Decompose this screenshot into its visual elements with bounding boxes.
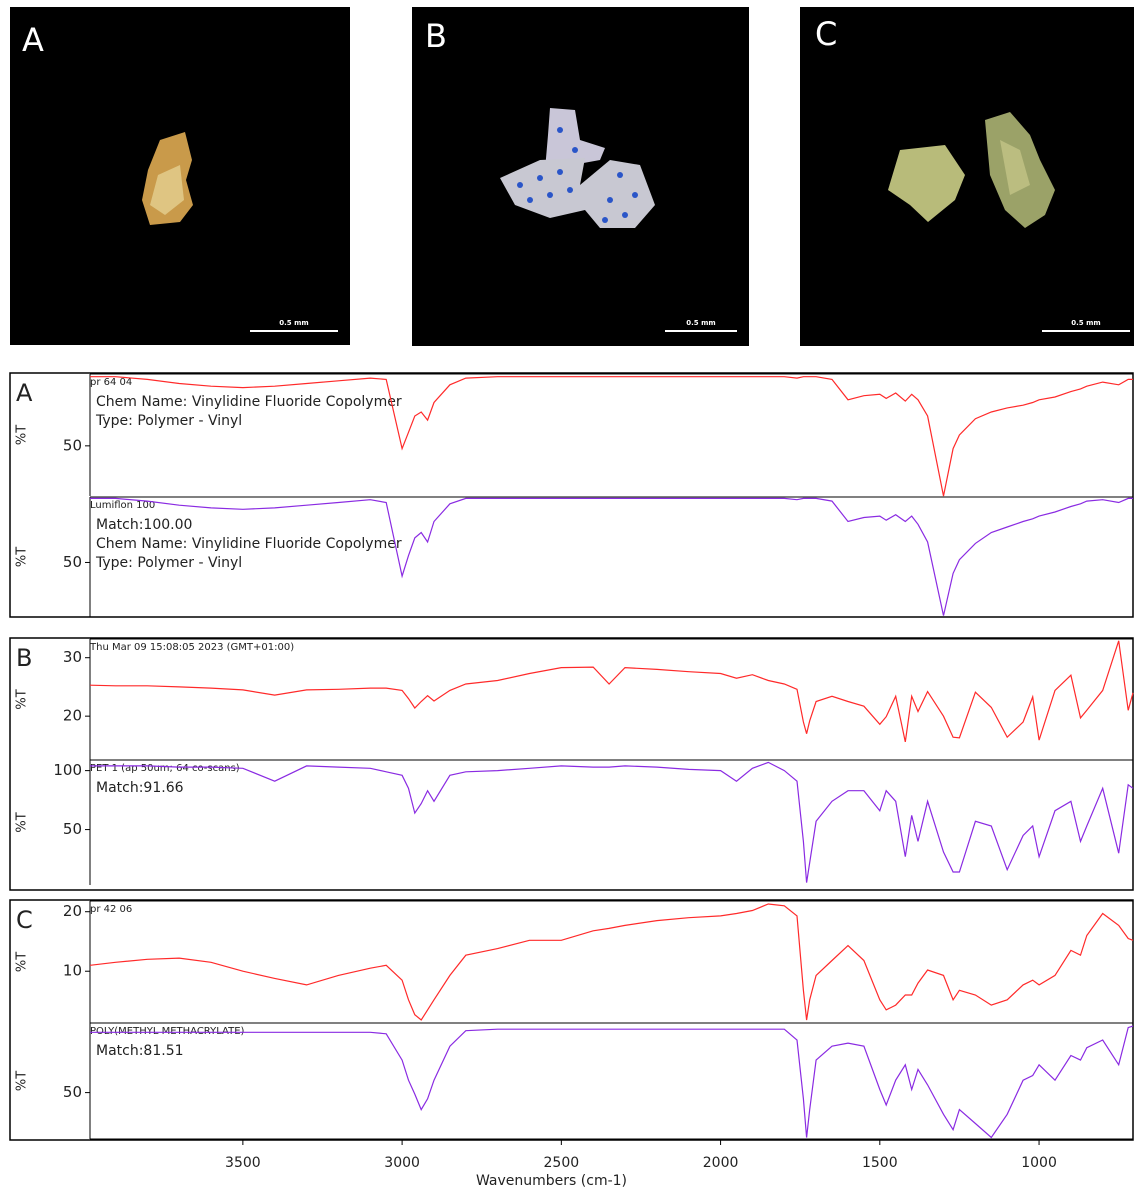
annotation: Match:100.00 xyxy=(96,517,192,533)
scale-label: 0.5 mm xyxy=(1071,319,1100,327)
y-axis-label: %T xyxy=(15,952,30,972)
annotation: Match:91.66 xyxy=(96,780,184,796)
y-axis-label: %T xyxy=(15,425,30,445)
x-tick-label: 2000 xyxy=(703,1155,739,1171)
photo: B 0.5 mm xyxy=(412,7,749,346)
y-tick-label: 20 xyxy=(63,707,82,725)
annotation: Chem Name: Vinylidine Fluoride Copolymer xyxy=(96,536,402,552)
annotation: Type: Polymer - Vinyl xyxy=(95,555,242,571)
panel-label: C xyxy=(16,906,33,934)
spectrum-title: pr 64 04 xyxy=(90,377,132,388)
x-tick-label: 3000 xyxy=(384,1155,420,1171)
photo: C 0.5 mm xyxy=(800,7,1134,346)
spectrum-title: POLY(METHYL METHACRYLATE) xyxy=(90,1026,245,1037)
spectrum-line xyxy=(90,498,1133,615)
y-tick-label: 10 xyxy=(63,962,82,980)
annotation: Type: Polymer - Vinyl xyxy=(95,413,242,429)
spectrum-title: Thu Mar 09 15:08:05 2023 (GMT+01:00) xyxy=(89,642,294,653)
photo-label: C xyxy=(815,15,837,53)
x-tick-label: 3500 xyxy=(225,1155,261,1171)
photo: A 0.5 mm xyxy=(10,7,350,345)
spectrum-title: Lumiflon 100 xyxy=(90,500,155,511)
y-tick-label: 50 xyxy=(63,1083,82,1101)
panel-label: A xyxy=(16,379,33,407)
scale-label: 0.5 mm xyxy=(686,319,715,327)
y-tick-label: 30 xyxy=(63,648,82,666)
y-axis-label: %T xyxy=(15,1071,30,1091)
x-tick-label: 2500 xyxy=(544,1155,580,1171)
spectrum-line xyxy=(90,904,1133,1020)
x-axis-label: Wavenumbers (cm-1) xyxy=(476,1173,627,1189)
x-tick-label: 1000 xyxy=(1021,1155,1057,1171)
annotation: Chem Name: Vinylidine Fluoride Copolymer xyxy=(96,394,402,410)
y-tick-label: 50 xyxy=(63,436,82,454)
y-tick-label: 50 xyxy=(63,820,82,838)
panel-frame xyxy=(10,900,1133,1140)
figure: A 0.5 mm B 0.5 mm C 0.5 mm 50 %T Apr 64 04… xyxy=(0,0,1134,1189)
y-tick-label: 50 xyxy=(63,553,82,571)
y-axis-label: %T xyxy=(15,689,30,709)
annotation: Match:81.51 xyxy=(96,1043,184,1059)
spectrum-line xyxy=(90,762,1133,882)
y-axis-label: %T xyxy=(15,812,30,832)
spectrum-line xyxy=(90,641,1133,742)
photo-label: A xyxy=(22,21,44,59)
y-tick-label: 20 xyxy=(63,902,82,920)
panel-label: B xyxy=(16,644,32,672)
photo-label: B xyxy=(425,17,447,55)
scale-label: 0.5 mm xyxy=(279,319,308,327)
spectrum-line xyxy=(90,1026,1133,1137)
x-tick-label: 1500 xyxy=(862,1155,898,1171)
spectrum-title: PET 1 (ap 50um; 64 co-scans) xyxy=(90,763,240,774)
y-axis-label: %T xyxy=(15,547,30,567)
y-tick-label: 100 xyxy=(53,761,82,779)
spectrum-title: pr 42 06 xyxy=(90,904,132,915)
